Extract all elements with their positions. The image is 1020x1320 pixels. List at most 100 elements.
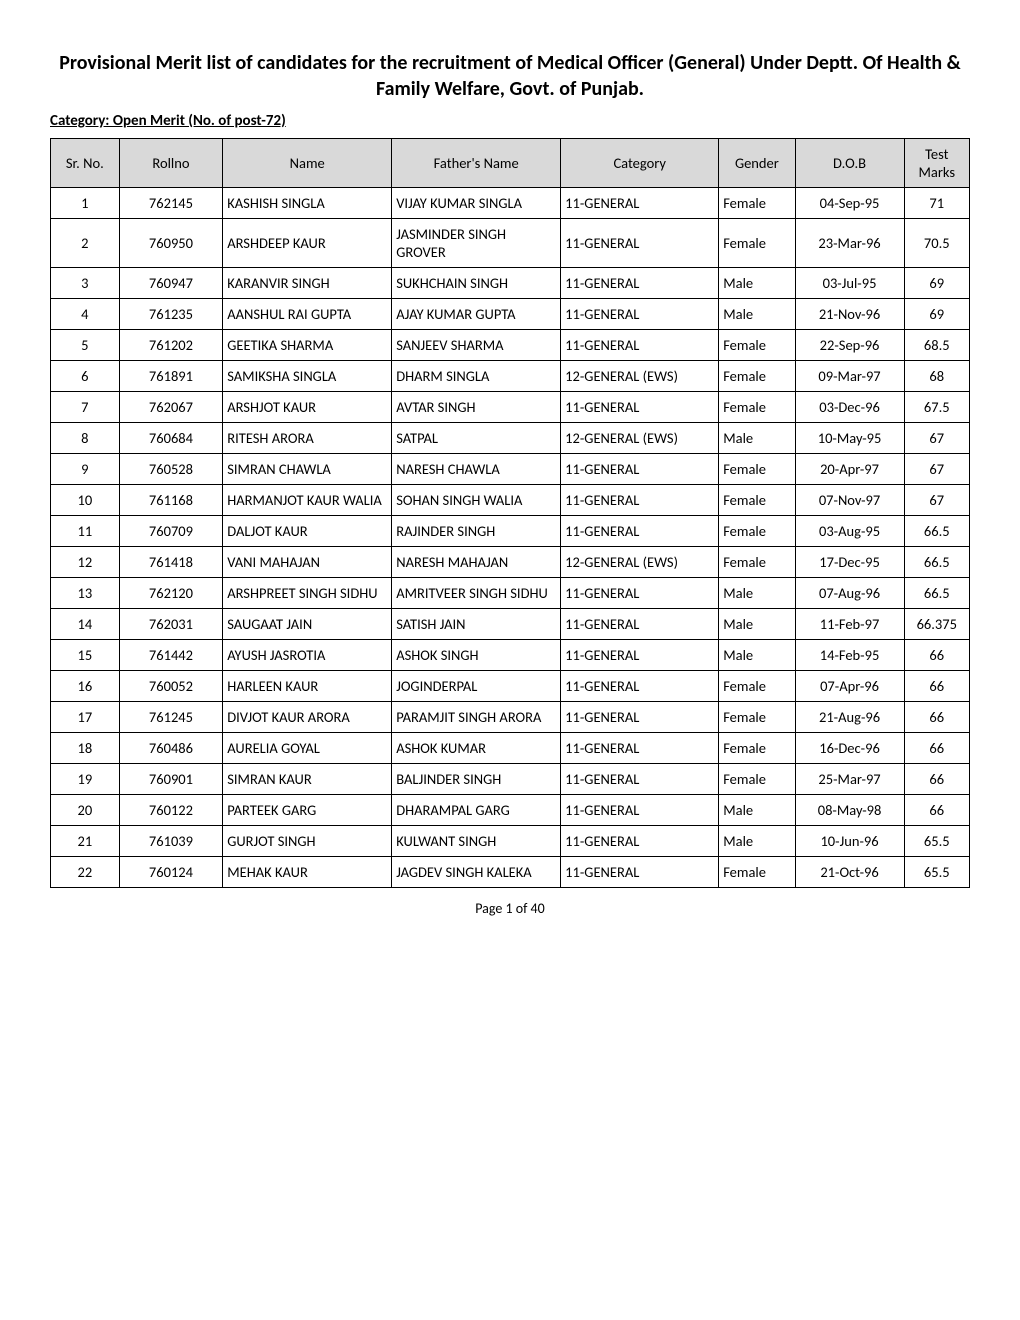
cell-rollno: 760124	[119, 857, 223, 888]
cell-rollno: 761245	[119, 702, 223, 733]
cell-marks: 68.5	[904, 330, 969, 361]
cell-category: 11-GENERAL	[561, 454, 719, 485]
cell-name: KASHISH SINGLA	[223, 188, 392, 219]
table-row: 17761245DIVJOT KAUR ARORAPARAMJIT SINGH …	[51, 702, 970, 733]
cell-marks: 71	[904, 188, 969, 219]
cell-marks: 66	[904, 702, 969, 733]
cell-father: SANJEEV SHARMA	[392, 330, 561, 361]
cell-marks: 65.5	[904, 826, 969, 857]
table-row: 4761235AANSHUL RAI GUPTAAJAY KUMAR GUPTA…	[51, 299, 970, 330]
cell-father: ASHOK SINGH	[392, 640, 561, 671]
cell-father: SOHAN SINGH WALIA	[392, 485, 561, 516]
cell-sr: 13	[51, 578, 120, 609]
cell-gender: Female	[719, 454, 795, 485]
cell-sr: 5	[51, 330, 120, 361]
cell-name: VANI MAHAJAN	[223, 547, 392, 578]
cell-sr: 17	[51, 702, 120, 733]
cell-dob: 20-Apr-97	[795, 454, 904, 485]
cell-category: 11-GENERAL	[561, 299, 719, 330]
cell-marks: 65.5	[904, 857, 969, 888]
cell-sr: 4	[51, 299, 120, 330]
cell-gender: Male	[719, 578, 795, 609]
cell-gender: Female	[719, 702, 795, 733]
cell-marks: 66.5	[904, 547, 969, 578]
cell-rollno: 762067	[119, 392, 223, 423]
cell-name: SIMRAN KAUR	[223, 764, 392, 795]
table-row: 5761202GEETIKA SHARMASANJEEV SHARMA11-GE…	[51, 330, 970, 361]
cell-dob: 07-Aug-96	[795, 578, 904, 609]
cell-father: JASMINDER SINGH GROVER	[392, 219, 561, 268]
cell-father: NARESH MAHAJAN	[392, 547, 561, 578]
cell-sr: 16	[51, 671, 120, 702]
cell-category: 11-GENERAL	[561, 392, 719, 423]
cell-rollno: 762031	[119, 609, 223, 640]
table-row: 9760528SIMRAN CHAWLANARESH CHAWLA11-GENE…	[51, 454, 970, 485]
cell-category: 11-GENERAL	[561, 578, 719, 609]
cell-marks: 66	[904, 671, 969, 702]
cell-name: AYUSH JASROTIA	[223, 640, 392, 671]
cell-name: DALJOT KAUR	[223, 516, 392, 547]
cell-dob: 21-Oct-96	[795, 857, 904, 888]
cell-rollno: 760709	[119, 516, 223, 547]
cell-dob: 16-Dec-96	[795, 733, 904, 764]
cell-name: HARMANJOT KAUR WALIA	[223, 485, 392, 516]
cell-father: AVTAR SINGH	[392, 392, 561, 423]
cell-dob: 04-Sep-95	[795, 188, 904, 219]
cell-father: RAJINDER SINGH	[392, 516, 561, 547]
col-header-category: Category	[561, 139, 719, 188]
cell-gender: Female	[719, 671, 795, 702]
cell-dob: 10-Jun-96	[795, 826, 904, 857]
cell-sr: 10	[51, 485, 120, 516]
cell-name: SAUGAAT JAIN	[223, 609, 392, 640]
cell-rollno: 761418	[119, 547, 223, 578]
cell-rollno: 762145	[119, 188, 223, 219]
table-row: 13762120ARSHPREET SINGH SIDHUAMRITVEER S…	[51, 578, 970, 609]
page-footer: Page 1 of 40	[50, 900, 970, 917]
cell-gender: Male	[719, 826, 795, 857]
cell-sr: 19	[51, 764, 120, 795]
cell-gender: Female	[719, 219, 795, 268]
cell-category: 12-GENERAL (EWS)	[561, 423, 719, 454]
cell-marks: 67.5	[904, 392, 969, 423]
cell-rollno: 760052	[119, 671, 223, 702]
cell-dob: 03-Dec-96	[795, 392, 904, 423]
cell-marks: 66	[904, 795, 969, 826]
cell-category: 11-GENERAL	[561, 640, 719, 671]
cell-father: VIJAY KUMAR SINGLA	[392, 188, 561, 219]
table-row: 3760947KARANVIR SINGHSUKHCHAIN SINGH11-G…	[51, 268, 970, 299]
cell-name: MEHAK KAUR	[223, 857, 392, 888]
cell-dob: 23-Mar-96	[795, 219, 904, 268]
cell-father: ASHOK KUMAR	[392, 733, 561, 764]
cell-sr: 2	[51, 219, 120, 268]
cell-category: 11-GENERAL	[561, 826, 719, 857]
cell-sr: 18	[51, 733, 120, 764]
cell-sr: 8	[51, 423, 120, 454]
cell-rollno: 760486	[119, 733, 223, 764]
cell-dob: 25-Mar-97	[795, 764, 904, 795]
col-header-gender: Gender	[719, 139, 795, 188]
cell-gender: Female	[719, 392, 795, 423]
col-header-rollno: Rollno	[119, 139, 223, 188]
cell-father: DHARAMPAL GARG	[392, 795, 561, 826]
cell-gender: Male	[719, 795, 795, 826]
cell-gender: Female	[719, 764, 795, 795]
cell-sr: 21	[51, 826, 120, 857]
table-row: 14762031SAUGAAT JAINSATISH JAIN11-GENERA…	[51, 609, 970, 640]
cell-gender: Female	[719, 188, 795, 219]
cell-sr: 12	[51, 547, 120, 578]
cell-father: SATPAL	[392, 423, 561, 454]
cell-dob: 10-May-95	[795, 423, 904, 454]
cell-sr: 20	[51, 795, 120, 826]
cell-dob: 07-Nov-97	[795, 485, 904, 516]
cell-category: 11-GENERAL	[561, 330, 719, 361]
cell-category: 11-GENERAL	[561, 609, 719, 640]
cell-category: 12-GENERAL (EWS)	[561, 361, 719, 392]
cell-sr: 15	[51, 640, 120, 671]
category-line: Category: Open Merit (No. of post-72)	[50, 112, 970, 130]
cell-father: BALJINDER SINGH	[392, 764, 561, 795]
table-row: 11760709DALJOT KAURRAJINDER SINGH11-GENE…	[51, 516, 970, 547]
cell-dob: 22-Sep-96	[795, 330, 904, 361]
cell-sr: 6	[51, 361, 120, 392]
cell-father: PARAMJIT SINGH ARORA	[392, 702, 561, 733]
cell-name: GURJOT SINGH	[223, 826, 392, 857]
